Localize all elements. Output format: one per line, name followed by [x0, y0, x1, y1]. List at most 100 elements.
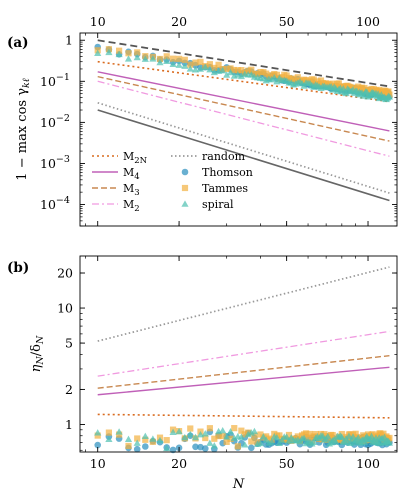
y-tick-label: 10−3	[40, 154, 70, 171]
data-point-tammes	[125, 442, 132, 450]
data-point-tammes	[234, 443, 241, 450]
data-point-tammes	[304, 434, 312, 441]
data-point-spiral	[360, 438, 369, 445]
data-point-spiral	[181, 433, 189, 441]
panel-b: 10 20 50 100 1 2 5 10 20 (b) NηN/δN	[7, 255, 398, 492]
legend-marker-spiral	[181, 200, 189, 207]
data-point-spiral	[241, 441, 249, 448]
data-point-spiral	[338, 433, 346, 440]
data-point-tammes	[227, 65, 234, 72]
y-axis-label: ηN/δN	[29, 335, 46, 372]
y-tick-label: 2	[65, 382, 73, 397]
data-point-spiral	[250, 427, 259, 435]
data-point-tammes	[306, 430, 314, 438]
legend-label-M2N: M2N	[123, 150, 148, 166]
data-point-tammes	[248, 66, 255, 73]
data-point-tammes	[116, 47, 123, 54]
y-tick-label: 10−4	[40, 195, 70, 212]
data-point-spiral	[149, 435, 157, 442]
x-tick-label: 10	[90, 456, 106, 471]
data-point-spiral	[191, 66, 200, 73]
plot-frame	[79, 32, 398, 227]
data-point-tammes	[94, 432, 101, 439]
plot-frame	[79, 255, 398, 453]
data-point-spiral	[219, 426, 227, 434]
x-tick-label: 10	[90, 14, 106, 29]
series-line-M4	[97, 366, 390, 396]
data-point-spiral	[273, 434, 281, 441]
data-point-spiral	[181, 62, 189, 69]
series-line-bound-upper	[97, 39, 390, 88]
data-point-tammes	[187, 425, 194, 432]
y-tick-label: 1	[65, 33, 73, 48]
data-point-spiral	[175, 61, 183, 68]
y-tick-label: 10−1	[40, 72, 70, 89]
data-point-tammes	[314, 78, 321, 85]
data-point-thomson	[192, 443, 199, 451]
data-point-spiral	[332, 438, 340, 445]
data-point-spiral	[230, 434, 238, 441]
data-point-spiral	[223, 433, 231, 440]
data-point-spiral	[105, 435, 113, 442]
series-line-M2N	[97, 60, 390, 103]
data-point-thomson	[142, 443, 149, 450]
data-point-spiral	[163, 444, 171, 452]
panel-label-a: (a)	[7, 35, 29, 51]
data-point-tammes	[211, 64, 218, 72]
data-point-spiral	[278, 436, 286, 443]
x-tick-label: 50	[279, 456, 295, 471]
series-line-M2	[97, 80, 390, 157]
data-point-tammes	[202, 434, 209, 442]
data-point-spiral	[385, 93, 394, 100]
data-point-tammes	[163, 53, 170, 60]
data-point-spiral	[237, 72, 245, 80]
data-point-spiral	[163, 57, 171, 64]
data-point-tammes	[134, 435, 141, 442]
data-point-spiral	[226, 428, 235, 435]
data-point-spiral	[223, 71, 231, 78]
data-point-tammes	[386, 434, 393, 442]
legend-label-tammes: Tammes	[202, 182, 248, 195]
data-point-tammes	[206, 61, 213, 68]
series-line-M3	[97, 354, 390, 389]
data-point-tammes	[234, 67, 241, 74]
data-point-tammes	[263, 70, 270, 77]
legend-label-thomson: Thomson	[202, 166, 253, 179]
data-point-spiral	[244, 430, 252, 438]
x-tick-label: 50	[279, 14, 295, 29]
data-point-tammes	[187, 61, 194, 68]
legend-label-spiral: spiral	[202, 198, 234, 211]
x-tick-label: 20	[171, 456, 187, 471]
data-point-tammes	[223, 65, 230, 73]
data-point-tammes	[335, 80, 342, 87]
x-tick-label: 100	[356, 14, 380, 29]
series-line-M2N	[97, 413, 390, 419]
y-tick-label: 5	[65, 336, 73, 351]
data-point-spiral	[354, 434, 362, 441]
data-point-spiral	[94, 429, 102, 436]
data-point-spiral	[115, 50, 123, 58]
data-point-tammes	[192, 59, 199, 66]
data-point-tammes	[163, 437, 170, 444]
data-point-tammes	[149, 438, 156, 445]
data-point-spiral	[310, 438, 318, 446]
data-point-tammes	[223, 438, 230, 445]
data-point-spiral	[133, 439, 141, 446]
data-point-spiral	[206, 439, 214, 446]
data-point-spiral	[191, 433, 200, 441]
data-point-spiral	[237, 433, 245, 440]
series-line-M3	[97, 75, 390, 142]
data-point-tammes	[294, 433, 301, 440]
data-point-spiral	[149, 55, 157, 62]
series-line-M2	[97, 330, 390, 377]
data-point-tammes	[238, 427, 245, 434]
legend-label-M2: M2	[123, 198, 140, 214]
data-point-spiral	[94, 49, 102, 56]
data-point-thomson	[201, 445, 209, 452]
data-point-tammes	[215, 61, 222, 68]
data-point-thomson	[133, 445, 141, 453]
data-point-tammes	[283, 436, 290, 443]
data-point-thomson	[169, 446, 177, 454]
data-point-tammes	[352, 430, 359, 437]
panel-a: 10 20 50 100 1 10−1 10−2 10−3 10−4 (a) 1 − max cos…	[7, 14, 398, 227]
